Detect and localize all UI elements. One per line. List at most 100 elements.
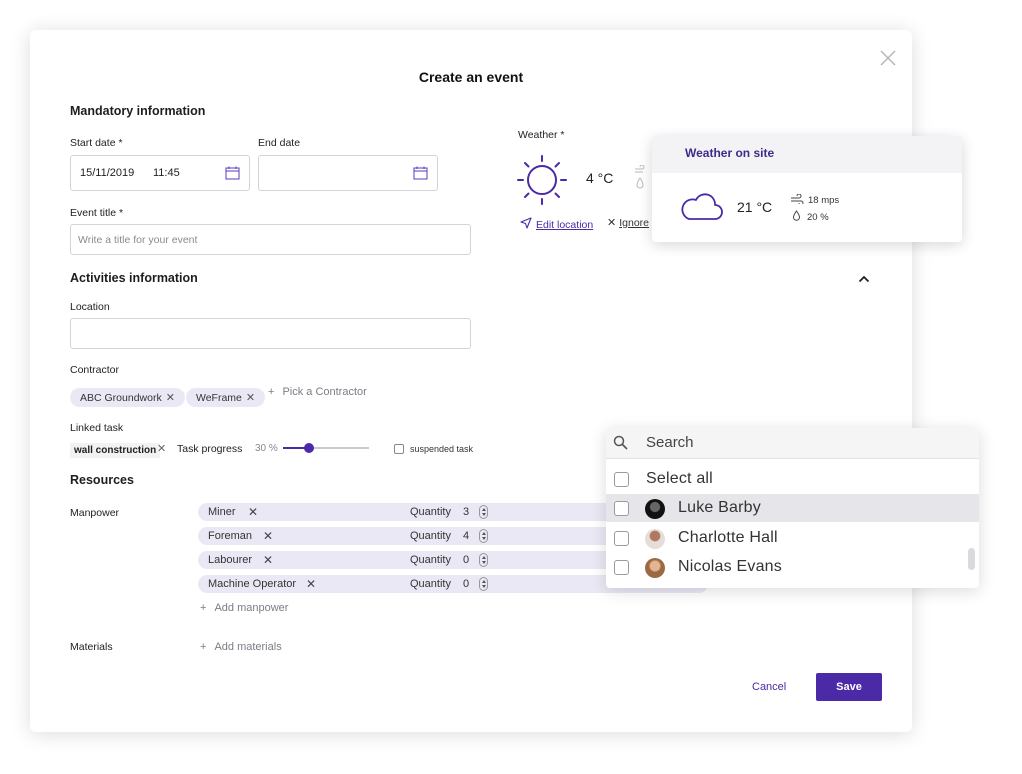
search-input[interactable]: Search: [606, 428, 979, 459]
people-dropdown: Search Select all Luke Barby Charlotte H…: [606, 428, 979, 588]
start-date-field[interactable]: 15/11/2019 11:45: [70, 155, 250, 191]
remove-icon[interactable]: ✕: [248, 505, 259, 519]
suspended-task-label: suspended task: [410, 444, 474, 454]
ignore-link[interactable]: ✕ Ignore: [607, 216, 649, 230]
droplet-icon: [635, 176, 645, 194]
list-item[interactable]: Nicolas Evans: [606, 553, 979, 582]
quantity-stepper[interactable]: [479, 505, 488, 519]
location-label: Location: [70, 301, 110, 313]
manpower-row: Foreman ✕ Quantity 4: [198, 527, 708, 545]
quantity-value[interactable]: 0: [463, 554, 470, 566]
remove-icon[interactable]: ✕: [306, 577, 317, 591]
calendar-icon[interactable]: [413, 166, 428, 185]
remove-icon[interactable]: ✕: [245, 392, 256, 404]
add-materials-label: Add materials: [214, 641, 282, 653]
weather-popup-header: Weather on site: [652, 136, 962, 173]
list-item[interactable]: Luke Barby: [606, 494, 979, 522]
manpower-name: Foreman: [208, 530, 253, 542]
scrollbar-thumb[interactable]: [968, 548, 975, 570]
manpower-row: Machine Operator ✕ Quantity 0: [198, 575, 708, 593]
linked-task-chip[interactable]: wall construction: [70, 443, 161, 458]
event-title-input[interactable]: Write a title for your event: [70, 224, 471, 255]
materials-label: Materials: [70, 641, 113, 653]
select-all-item[interactable]: Select all: [606, 465, 979, 494]
quantity-stepper[interactable]: [479, 577, 488, 591]
contractor-chip-label: ABC Groundwork: [80, 391, 162, 404]
quantity-label: Quantity: [410, 530, 451, 542]
calendar-icon[interactable]: [225, 166, 240, 185]
pick-contractor-label: Pick a Contractor: [282, 386, 367, 398]
event-title-label: Event title *: [70, 207, 124, 219]
edit-location-label: Edit location: [536, 219, 594, 231]
list-item[interactable]: Charlotte Hall: [606, 524, 979, 553]
quantity-label: Quantity: [410, 578, 451, 590]
edit-location-link[interactable]: Edit location: [520, 216, 593, 234]
weather-popup-temp: 21 °C: [737, 199, 773, 215]
manpower-name: Machine Operator: [208, 578, 297, 590]
person-checkbox[interactable]: [614, 560, 629, 575]
quantity-value[interactable]: 0: [463, 578, 470, 590]
contractor-chip[interactable]: WeFrame ✕: [186, 388, 266, 407]
location-input[interactable]: [70, 318, 471, 349]
contractor-label: Contractor: [70, 364, 120, 376]
person-name: Charlotte Hall: [678, 529, 778, 546]
end-date-label: End date: [258, 137, 301, 149]
person-checkbox[interactable]: [614, 501, 629, 516]
close-icon[interactable]: [878, 48, 898, 68]
add-manpower-label: Add manpower: [214, 602, 289, 614]
start-date-value: 15/11/2019: [80, 167, 135, 179]
sun-icon: [516, 154, 568, 211]
task-progress-value: 30 %: [255, 443, 278, 454]
task-progress-slider[interactable]: [283, 443, 369, 453]
select-all-checkbox[interactable]: [614, 472, 629, 487]
add-manpower-button[interactable]: + Add manpower: [200, 602, 288, 614]
contractor-chip-label: WeFrame: [196, 391, 242, 404]
avatar: [645, 499, 665, 519]
wind-value: 18 mps: [808, 195, 840, 206]
end-date-field[interactable]: [258, 155, 438, 191]
manpower-label: Manpower: [70, 507, 120, 519]
weather-popup: Weather on site 21 °C 18 mps 20 %: [652, 136, 962, 242]
ignore-label: Ignore: [619, 216, 649, 229]
slider-thumb[interactable]: [303, 443, 314, 453]
plus-icon: +: [200, 602, 207, 614]
remove-icon[interactable]: ✕: [263, 529, 274, 543]
person-name: Nicolas Evans: [678, 558, 782, 575]
remove-icon[interactable]: ✕: [165, 392, 175, 404]
wind-readout: 18 mps: [790, 193, 840, 207]
slider-fill: [283, 447, 309, 449]
navigation-arrow-icon: [520, 216, 532, 234]
cancel-button[interactable]: Cancel: [752, 681, 787, 693]
close-icon: ✕: [607, 217, 617, 229]
quantity-stepper[interactable]: [479, 529, 488, 543]
wind-icon: [790, 193, 804, 207]
select-all-label: Select all: [646, 470, 713, 487]
quantity-stepper[interactable]: [479, 553, 488, 567]
chevron-up-icon[interactable]: [858, 271, 870, 289]
avatar: [645, 529, 665, 549]
mandatory-heading: Mandatory information: [70, 104, 206, 118]
droplet-icon: [792, 210, 801, 224]
resources-heading: Resources: [70, 473, 134, 487]
search-icon: [613, 435, 628, 455]
humidity-value: 20 %: [807, 211, 829, 223]
humidity-readout: 20 %: [792, 210, 829, 224]
quantity-value[interactable]: 3: [463, 506, 470, 518]
save-button[interactable]: Save: [816, 673, 882, 701]
add-materials-button[interactable]: + Add materials: [200, 641, 282, 653]
manpower-name: Labourer: [208, 554, 253, 566]
quantity-label: Quantity: [410, 506, 451, 518]
plus-icon: +: [200, 641, 207, 653]
remove-icon[interactable]: ✕: [157, 443, 167, 455]
person-checkbox[interactable]: [614, 531, 629, 546]
activities-heading: Activities information: [70, 271, 198, 285]
avatar: [645, 558, 665, 578]
remove-icon[interactable]: ✕: [263, 553, 274, 567]
manpower-row: Miner ✕ Quantity 3: [198, 503, 708, 521]
pick-contractor-button[interactable]: + Pick a Contractor: [268, 386, 367, 398]
weather-label: Weather *: [518, 129, 565, 141]
search-placeholder: Search: [646, 434, 694, 451]
quantity-value[interactable]: 4: [463, 530, 470, 542]
suspended-task-checkbox[interactable]: [394, 444, 404, 454]
contractor-chip[interactable]: ABC Groundwork ✕: [70, 388, 185, 407]
